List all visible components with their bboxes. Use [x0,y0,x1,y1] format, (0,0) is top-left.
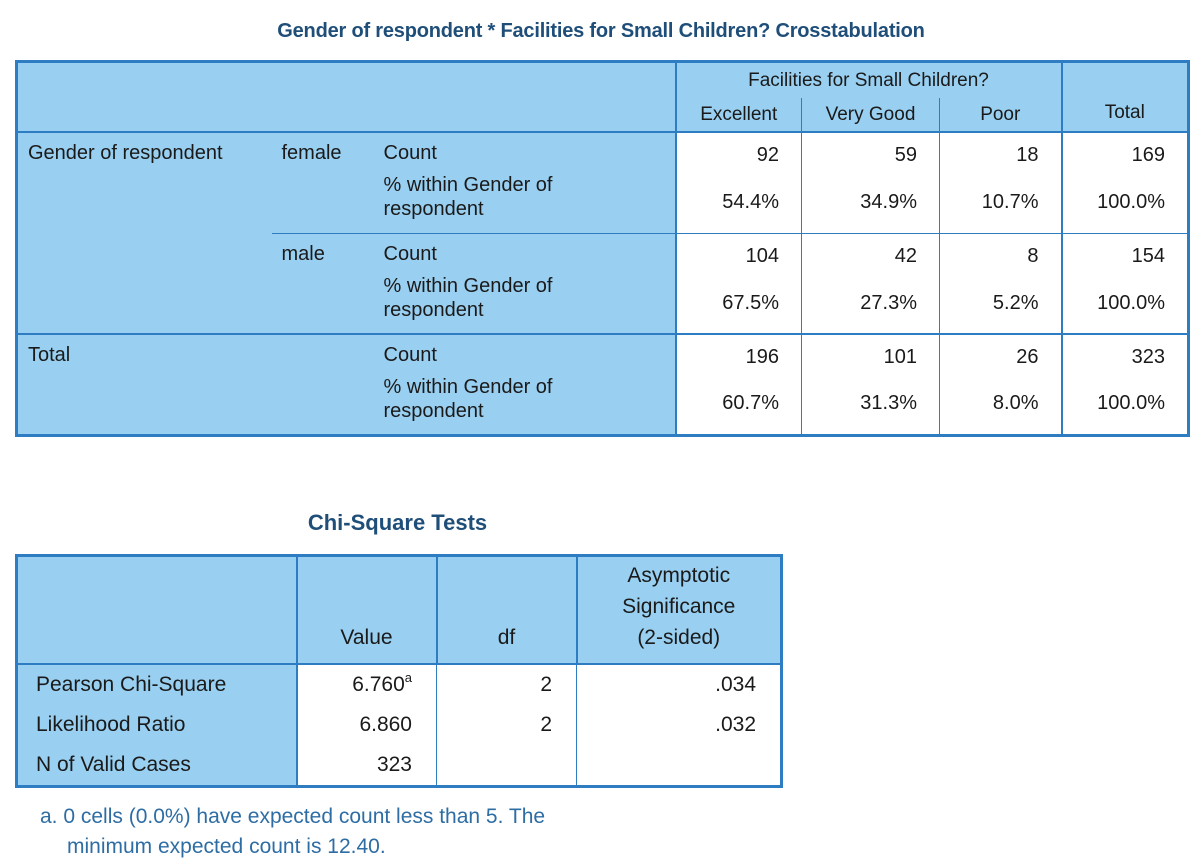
cell-female-pct-poor: 10.7% [938,169,1062,233]
chi-square-corner [16,555,297,665]
cell-female-pct-excellent: 54.4% [674,169,802,233]
crosstab-title: Gender of respondent * Facilities for Sm… [277,20,925,42]
cell-female-count-excellent: 92 [674,132,802,169]
cell-total-pct-poor: 8.0% [938,371,1062,435]
cell-total-count-total: 323 [1060,333,1189,371]
table-row: % within Gender of respondent 54.4% 34.9%… [17,169,1189,233]
cell-male-pct-very-good: 27.3% [801,270,940,334]
cell-total-count-excellent: 196 [674,333,802,371]
cell-likelihood-sig: .032 [576,705,782,745]
cell-male-count-excellent: 104 [674,232,802,270]
cell-male-pct-total: 100.0% [1060,270,1189,334]
row-label-male: male [271,232,376,334]
cell-female-pct-very-good: 34.9% [801,169,940,233]
table-row: % within Gender of respondent 60.7% 31.3%… [17,371,1189,435]
column-header-excellent: Excellent [674,98,802,133]
cell-male-pct-excellent: 67.5% [674,270,802,334]
table-row: male Count 104 42 8 154 [17,232,1189,334]
cell-likelihood-df: 2 [436,705,577,745]
cell-female-pct-total: 100.0% [1060,169,1189,233]
column-header-value: Value [295,555,437,665]
column-header-significance: Asymptotic Significance (2-sided) [575,555,782,665]
table-row: Likelihood Ratio 6.860 2 .032 [16,705,782,745]
footnote-line-2: minimum expected count is 12.40. [67,835,386,858]
cell-female-count-total: 169 [1060,132,1189,169]
footnote-line-1: a. 0 cells (0.0%) have expected count le… [40,805,546,828]
cell-male-count-very-good: 42 [801,232,940,270]
column-group-header: Facilities for Small Children? [674,61,1063,98]
row-variable-label: Gender of respondent [16,132,272,334]
cell-male-count-poor: 8 [938,232,1062,270]
chi-square-title: Chi-Square Tests [307,510,488,535]
crosstab-table: Facilities for Small Children? Total Exc… [15,60,1191,437]
cell-total-count-very-good: 101 [801,333,940,371]
stat-label-pct: % within Gender of respondent [375,371,676,435]
stat-label-pct: % within Gender of respondent [375,169,676,233]
column-header-poor: Poor [938,98,1062,133]
cell-total-count-poor: 26 [938,333,1062,371]
stat-label-pct: % within Gender of respondent [375,270,676,334]
table-row: Gender of respondent female Count 92 59 … [16,132,1189,334]
cell-likelihood-value: 6.860 [295,705,437,745]
table-row: Pearson Chi-Square 6.760a 2 .034 [16,664,782,705]
row-label-total: Total [16,333,376,435]
cell-female-count-poor: 18 [938,132,1062,169]
row-label-female: female [271,132,376,233]
footnote-mark: a [404,670,412,685]
stat-label-count: Count [375,232,676,270]
cell-female-count-very-good: 59 [801,132,940,169]
cell-n-valid-value: 323 [295,745,437,787]
chi-square-table: Value df Asymptotic Significance (2-sided)… [15,554,783,788]
table-row: Total Count 196 101 26 323 [16,333,1189,435]
cell-total-pct-total: 100.0% [1060,371,1189,435]
stat-label-count: Count [375,132,676,169]
cell-pearson-value: 6.760a [295,664,437,705]
cell-n-valid-df [436,745,577,787]
cell-male-pct-poor: 5.2% [938,270,1062,334]
footnote: a. 0 cells (0.0%) have expected count le… [40,802,545,862]
column-header-very-good: Very Good [801,98,940,133]
column-header-total: Total [1060,61,1189,133]
cell-n-valid-sig [576,745,782,787]
cell-male-count-total: 154 [1060,232,1189,270]
row-label-likelihood: Likelihood Ratio [16,705,297,745]
cell-pearson-df: 2 [436,664,577,705]
table-row: % within Gender of respondent 67.5% 27.3%… [17,270,1189,334]
table-row: N of Valid Cases 323 [16,745,782,787]
row-label-pearson: Pearson Chi-Square [16,664,297,705]
crosstab-corner [16,61,676,133]
row-label-n-valid: N of Valid Cases [16,745,297,787]
cell-total-pct-excellent: 60.7% [674,371,802,435]
cell-pearson-sig: .034 [576,664,782,705]
cell-total-pct-very-good: 31.3% [801,371,940,435]
stat-label-count: Count [375,333,676,371]
column-header-df: df [435,555,577,665]
